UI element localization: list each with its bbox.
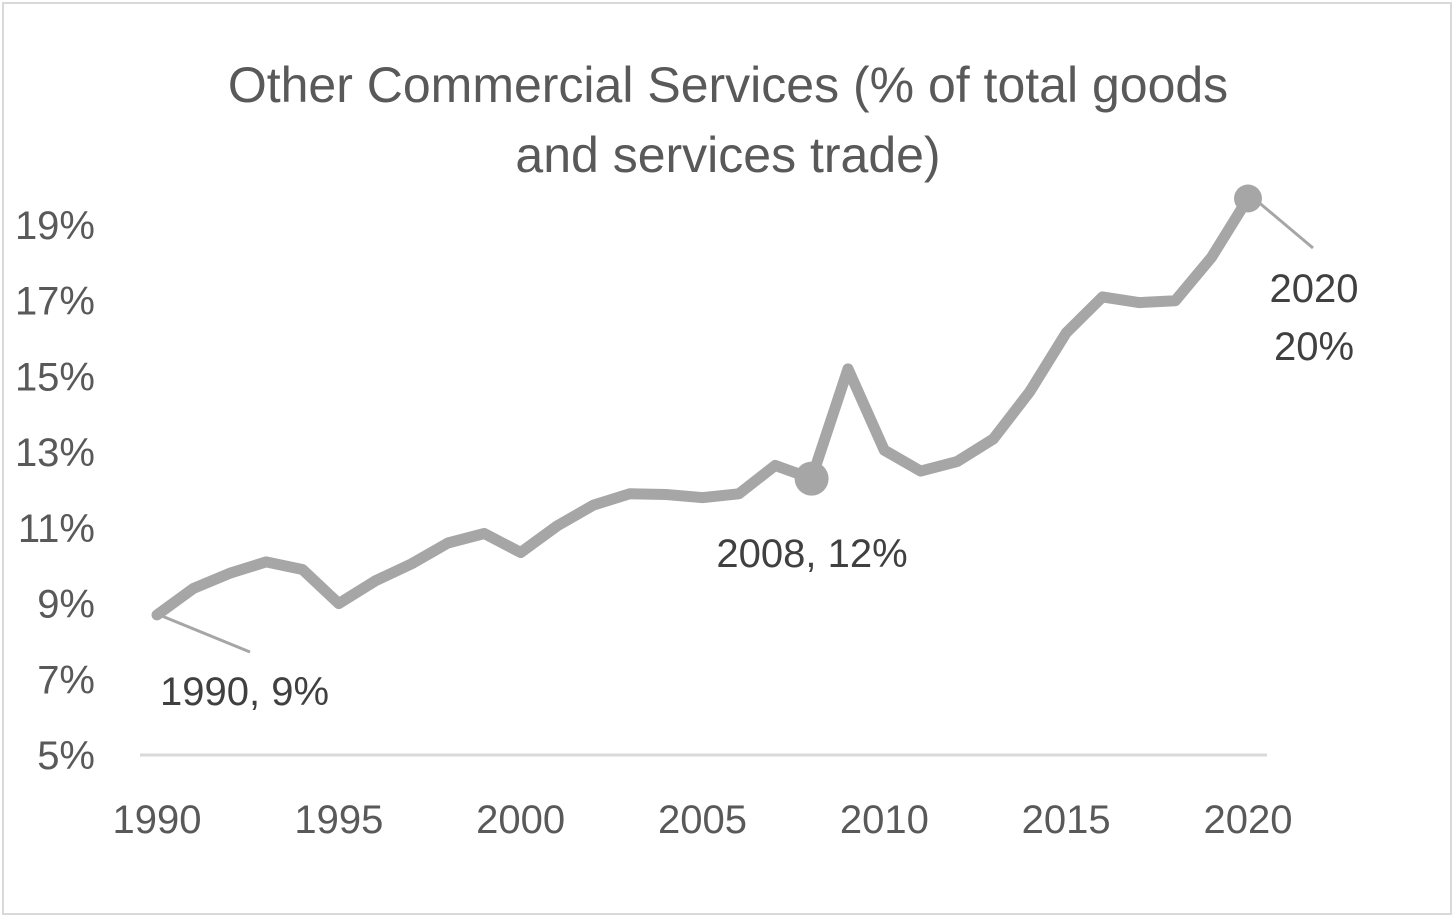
series-layer [151, 193, 1254, 621]
y-tick-label: 19% [15, 204, 95, 248]
data-label: 2008, 12% [716, 532, 907, 576]
data-label: 1990, 9% [160, 670, 329, 714]
y-tick-label: 5% [37, 734, 95, 778]
chart-title: Other Commercial Services (% of total go… [0, 50, 1456, 190]
annotation-marker [794, 461, 829, 496]
x-tick-label: 1995 [294, 798, 383, 842]
chart-title-line-2: and services trade) [515, 127, 941, 183]
axes-layer: 5% 7% 9% 11% 13% 15% 17% 19% 1990 1995 2000 2005 201… [15, 204, 1293, 842]
x-tick-label: 1990 [113, 798, 202, 842]
y-tick-label: 15% [15, 355, 95, 399]
y-tick-label: 11% [18, 507, 95, 551]
x-tick-label: 2000 [476, 798, 565, 842]
data-label: 20% [1274, 325, 1354, 369]
annotation-leader-line [156, 612, 251, 654]
y-tick-label: 17% [15, 280, 95, 324]
y-tick-label: 7% [37, 658, 95, 702]
series-line [151, 193, 1254, 621]
annotation-layer: 1990, 9% 2008, 12% 2020 20% [156, 184, 1359, 714]
y-tick-label: 13% [15, 431, 95, 475]
data-label: 2020 [1270, 267, 1359, 311]
annotation-marker [1234, 184, 1262, 213]
x-tick-label: 2010 [840, 798, 929, 842]
chart-title-line-1: Other Commercial Services (% of total go… [227, 57, 1229, 113]
x-tick-label: 2015 [1022, 798, 1111, 842]
x-tick-label: 2020 [1204, 798, 1293, 842]
y-tick-label: 9% [37, 583, 95, 627]
x-tick-label: 2005 [658, 798, 747, 842]
